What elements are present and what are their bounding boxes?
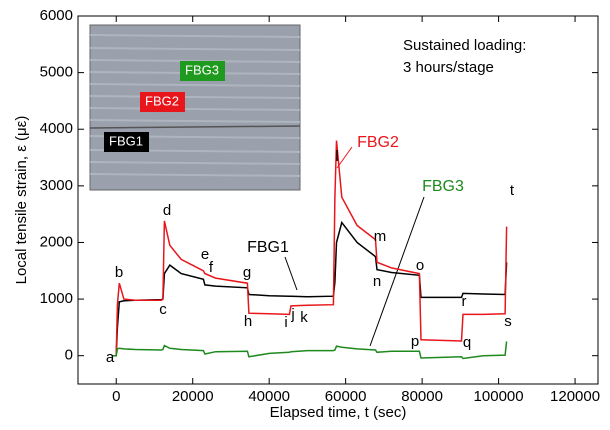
point-label: l bbox=[335, 148, 338, 165]
x-axis-label: Elapsed time, t (sec) bbox=[270, 404, 407, 421]
x-tick-label: 40000 bbox=[248, 388, 290, 405]
series-label: FBG2 bbox=[357, 134, 399, 151]
note: Sustained loading: bbox=[403, 37, 526, 54]
x-tick-label: 80000 bbox=[401, 388, 443, 405]
inset-label: FBG3 bbox=[185, 62, 219, 77]
point-label: a bbox=[106, 349, 115, 366]
inset-label: FBG2 bbox=[145, 93, 179, 108]
point-label: o bbox=[416, 257, 424, 274]
x-tick-label: 20000 bbox=[172, 388, 214, 405]
x-tick-label: 60000 bbox=[325, 388, 367, 405]
point-label: q bbox=[463, 334, 471, 351]
plot-frame bbox=[77, 15, 599, 385]
point-label: i bbox=[284, 314, 287, 331]
point-label: h bbox=[244, 313, 252, 330]
y-tick-label: 1000 bbox=[40, 290, 73, 307]
y-tick-label: 5000 bbox=[40, 64, 73, 81]
point-label: p bbox=[411, 333, 419, 350]
series-line bbox=[112, 341, 508, 360]
arrow bbox=[284, 256, 298, 291]
point-label: d bbox=[163, 202, 171, 219]
y-tick-label: 4000 bbox=[40, 120, 73, 137]
point-label: j bbox=[290, 306, 294, 323]
inset-label: FBG1 bbox=[109, 133, 143, 148]
series-label: FBG1 bbox=[247, 239, 289, 256]
point-label: g bbox=[243, 264, 251, 281]
y-tick-label: 3000 bbox=[40, 177, 73, 194]
inset-tag bbox=[180, 61, 225, 81]
point-label: k bbox=[300, 309, 308, 326]
inset-photo: FBG3 FBG2 FBG1 bbox=[89, 24, 301, 191]
fiber-line bbox=[89, 125, 301, 129]
x-tick-label: 0 bbox=[112, 388, 120, 405]
note: 3 hours/stage bbox=[403, 59, 494, 76]
inset-tag bbox=[104, 132, 149, 152]
y-tick-label: 2000 bbox=[40, 233, 73, 250]
point-label: e bbox=[201, 246, 209, 263]
point-label: m bbox=[374, 228, 387, 245]
point-label: t bbox=[510, 182, 515, 199]
arrows bbox=[284, 146, 425, 347]
point-label: n bbox=[373, 273, 381, 290]
x-tick-label: 120000 bbox=[550, 388, 600, 405]
point-label: r bbox=[462, 293, 467, 310]
y-axis-label: Local tensile strain, ε (με) bbox=[13, 116, 30, 285]
y-tick-label: 0 bbox=[65, 347, 73, 364]
point-label: f bbox=[209, 259, 214, 276]
inset-tag bbox=[140, 92, 185, 112]
series-line bbox=[112, 140, 508, 357]
point-label: b bbox=[115, 264, 123, 281]
series-line bbox=[112, 220, 508, 357]
arrow bbox=[336, 146, 353, 169]
y-tick-label: 6000 bbox=[40, 7, 73, 24]
arrow bbox=[369, 196, 425, 347]
x-tick-label: 100000 bbox=[474, 388, 524, 405]
point-label: c bbox=[159, 301, 167, 318]
series-label: FBG3 bbox=[422, 178, 464, 195]
point-label: s bbox=[504, 313, 512, 330]
